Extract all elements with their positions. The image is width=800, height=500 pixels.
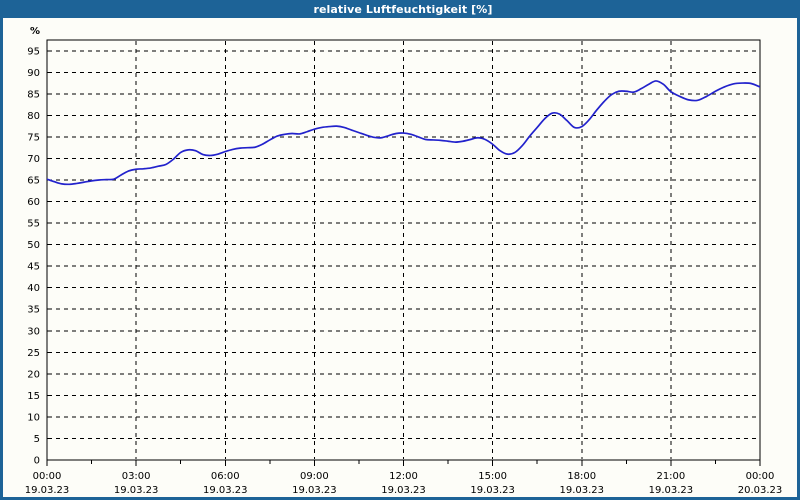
axis-ticks-group	[46, 50, 761, 466]
x-axis-time-label: 00:00	[746, 471, 775, 482]
y-axis-tick-label: 80	[27, 111, 40, 122]
x-axis-time-label: 06:00	[211, 471, 240, 482]
y-axis-unit-label: %	[30, 26, 40, 37]
chart-canvas: 0 5 10 15 20 25 30 35 40 45 50 55 60 65 70 75 80 85 90 95% …	[3, 18, 797, 497]
humidity-line-chart: 05101520253035404550556065707580859095% …	[25, 26, 783, 496]
x-axis-time-label: 03:00	[122, 471, 151, 482]
data-series-group	[47, 80, 760, 186]
y-axis-tick-label: 75	[27, 132, 40, 143]
y-axis-tick-label: 60	[27, 197, 40, 208]
x-axis-time-label: 12:00	[389, 471, 418, 482]
y-axis-tick-label: 70	[27, 154, 40, 165]
window-titlebar: relative Luftfeuchtigkeit [%]	[3, 0, 797, 18]
y-axis-tick-label: 35	[27, 305, 40, 316]
y-axis-tick-label: 95	[27, 46, 40, 57]
y-axis-labels-group: 0 5 10 15 20 25 30 35 40 45 50 55 60 65 70 75 80 85 90 95%	[27, 26, 40, 467]
x-axis-time-label: 15:00	[478, 471, 507, 482]
x-axis-date-label: 19.03.23	[559, 485, 604, 496]
x-axis-date-label: 19.03.23	[292, 485, 337, 496]
y-axis-tick-label: 90	[27, 68, 40, 79]
x-axis-labels-group: 00:00 19.03.23 03:00 19.03.23 06:00 19.03.23 0…	[25, 471, 783, 496]
x-axis-date-label: 19.03.23	[649, 485, 694, 496]
x-axis-date-label: 19.03.23	[203, 485, 248, 496]
x-axis-time-label: 09:00	[300, 471, 329, 482]
y-axis-tick-label: 45	[27, 262, 40, 273]
gridlines-group	[48, 41, 759, 459]
x-axis-date-label: 20.03.23	[738, 485, 783, 496]
x-axis-date-label: 19.03.23	[25, 485, 70, 496]
window-title: relative Luftfeuchtigkeit [%]	[313, 2, 493, 16]
y-axis-tick-label: 85	[27, 89, 40, 100]
y-axis-tick-label: 10	[27, 412, 40, 423]
y-axis-tick-label: 25	[27, 348, 40, 359]
y-axis-tick-label: 15	[27, 391, 40, 402]
x-axis-date-label: 19.03.23	[470, 485, 515, 496]
y-axis-tick-label: 30	[27, 326, 40, 337]
y-axis-tick-label: 50	[27, 240, 40, 251]
y-axis-tick-label: 5	[34, 434, 40, 445]
y-axis-tick-label: 0	[34, 456, 40, 467]
x-axis-time-label: 21:00	[656, 471, 685, 482]
humidity-series-line	[47, 80, 760, 186]
x-axis-date-label: 19.03.23	[114, 485, 159, 496]
y-axis-tick-label: 40	[27, 283, 40, 294]
x-axis-time-label: 18:00	[567, 471, 596, 482]
x-axis-time-label: 00:00	[33, 471, 62, 482]
y-axis-tick-label: 65	[27, 176, 40, 187]
y-axis-tick-label: 20	[27, 369, 40, 380]
x-axis-date-label: 19.03.23	[381, 485, 426, 496]
y-axis-tick-label: 55	[27, 219, 40, 230]
